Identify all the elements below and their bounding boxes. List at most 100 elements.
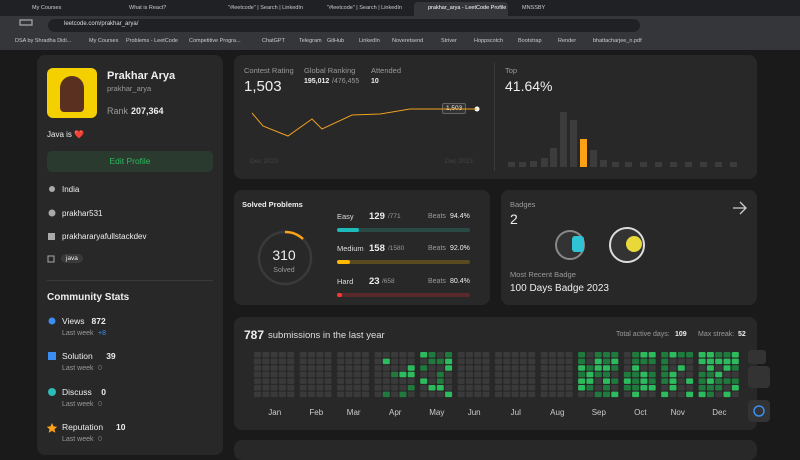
- heatmap-cell: [353, 385, 361, 391]
- browser-tab[interactable]: MNSSBY: [522, 5, 546, 11]
- heatmap-cell: [465, 371, 473, 378]
- edit-profile-button[interactable]: Edit Profile: [47, 151, 213, 172]
- browser-tab[interactable]: "#leetcode" | Search | LinkedIn: [327, 5, 402, 11]
- level-name: Medium: [337, 244, 364, 253]
- heatmap-cell: [603, 385, 610, 391]
- heatmap-cell: [723, 358, 731, 365]
- top-histogram: [508, 112, 737, 167]
- heatmap-cell: [353, 358, 361, 365]
- heatmap-cell: [698, 371, 706, 378]
- heatmap-cell: [648, 365, 656, 371]
- back-icon[interactable]: [19, 19, 33, 26]
- heatmap-cell: [262, 391, 270, 398]
- heatmap-cell: [611, 385, 619, 391]
- browser-tab[interactable]: What is React?: [129, 5, 167, 11]
- browser-tab[interactable]: My Courses: [32, 5, 62, 11]
- heatmap-cell: [299, 352, 307, 358]
- heatmap-cell: [324, 378, 332, 384]
- bookmark[interactable]: Render: [558, 38, 577, 44]
- heatmap-cell: [362, 358, 369, 365]
- heatmap-cell: [391, 385, 399, 391]
- heatmap-cell: [648, 385, 656, 391]
- heatmap-cell: [457, 378, 465, 384]
- browser-tab[interactable]: prakhar_arya - LeetCode Profile: [428, 5, 506, 11]
- heatmap-cell: [337, 385, 345, 391]
- heatmap-cell: [374, 358, 382, 365]
- browser-tab[interactable]: "#leetcode" | Search | LinkedIn: [228, 5, 303, 11]
- heatmap-cell: [503, 391, 511, 398]
- heatmap-cell: [436, 358, 444, 365]
- heatmap-cell: [345, 391, 353, 398]
- heatmap-cell: [482, 391, 490, 398]
- heatmap-cell: [540, 378, 548, 384]
- heatmap-cell: [715, 385, 723, 391]
- heatmap-cell: [540, 385, 548, 391]
- bookmark[interactable]: DSA by Shradha Didi...: [15, 38, 72, 44]
- bookmark[interactable]: Telegram: [299, 38, 322, 44]
- address-bar[interactable]: [48, 19, 640, 32]
- heatmap-cell: [640, 352, 648, 358]
- heatmap-cell: [528, 371, 536, 378]
- solved-total-label: Solved: [273, 267, 295, 274]
- bookmark[interactable]: Noveretsend: [392, 38, 424, 44]
- heatmap-cell: [632, 391, 640, 398]
- heatmap-cell: [382, 371, 390, 378]
- bookmark[interactable]: LinkedIn: [359, 38, 380, 44]
- heatmap-cell: [557, 358, 565, 365]
- my-bar: [580, 139, 587, 167]
- streak: 52: [738, 331, 746, 338]
- side-buttons[interactable]: [748, 350, 770, 422]
- heatmap-cell: [316, 371, 324, 378]
- bookmark[interactable]: Problems - LeetCode: [126, 38, 178, 44]
- heatmap-cell: [374, 371, 382, 378]
- heatmap-cell: [353, 391, 361, 398]
- level-total: /1580: [388, 245, 405, 252]
- heatmap-cell: [428, 352, 436, 358]
- badges-arrow[interactable]: [733, 201, 747, 215]
- rating: 1,503: [244, 78, 282, 95]
- last-week-label: Last week: [62, 365, 94, 372]
- bookmark[interactable]: Bootstrap: [518, 38, 542, 44]
- rating-line: [251, 108, 477, 137]
- heatmap-cell: [445, 391, 453, 398]
- heatmap-cell: [316, 385, 324, 391]
- heatmap-cell: [299, 371, 307, 378]
- bookmark[interactable]: Competitive Progra...: [189, 38, 241, 44]
- heatmap-cell: [287, 352, 295, 358]
- heatmap-cell: [557, 371, 565, 378]
- linkedin[interactable]: prakhararyafullstackdev: [62, 232, 147, 241]
- heatmap-cell: [669, 358, 677, 365]
- github[interactable]: prakhar531: [62, 209, 103, 218]
- heatmap-cell: [661, 378, 669, 384]
- heatmap-cell: [337, 391, 345, 398]
- heatmap-cell: [706, 378, 714, 384]
- bookmark[interactable]: bhattacharjee_n.pdf: [593, 38, 642, 44]
- heatmap-cell: [482, 378, 490, 384]
- heatmap-cell: [362, 391, 369, 398]
- bookmark[interactable]: Hoppscotch: [474, 38, 504, 44]
- heatmap-cell: [528, 358, 536, 365]
- heatmap-cell: [565, 365, 573, 371]
- heatmap-cell: [362, 385, 369, 391]
- heatmap-cell: [465, 391, 473, 398]
- bookmark[interactable]: GitHub: [327, 38, 345, 44]
- top-percent: 41.64%: [505, 78, 553, 94]
- bookmark[interactable]: ChatGPT: [262, 38, 285, 44]
- heatmap-cell: [586, 365, 594, 371]
- bookmark[interactable]: My Courses: [89, 38, 119, 44]
- heatmap-cell: [445, 365, 453, 371]
- heatmap-cell: [308, 385, 315, 391]
- heatmap-cell: [420, 365, 428, 371]
- bookmark[interactable]: Striver: [441, 38, 457, 44]
- heatmap-cell: [723, 378, 731, 384]
- heatmap-cell: [731, 371, 739, 378]
- heatmap-cell: [482, 365, 490, 371]
- tab-strip: [0, 0, 800, 16]
- heatmap-cell: [528, 352, 536, 358]
- heatmap-cell: [382, 365, 390, 371]
- heatmap-cell: [324, 358, 332, 365]
- active-days: 109: [675, 331, 687, 338]
- heatmap-cell: [623, 391, 631, 398]
- heatmap-cell: [698, 391, 706, 398]
- heatmap-cell: [677, 385, 685, 391]
